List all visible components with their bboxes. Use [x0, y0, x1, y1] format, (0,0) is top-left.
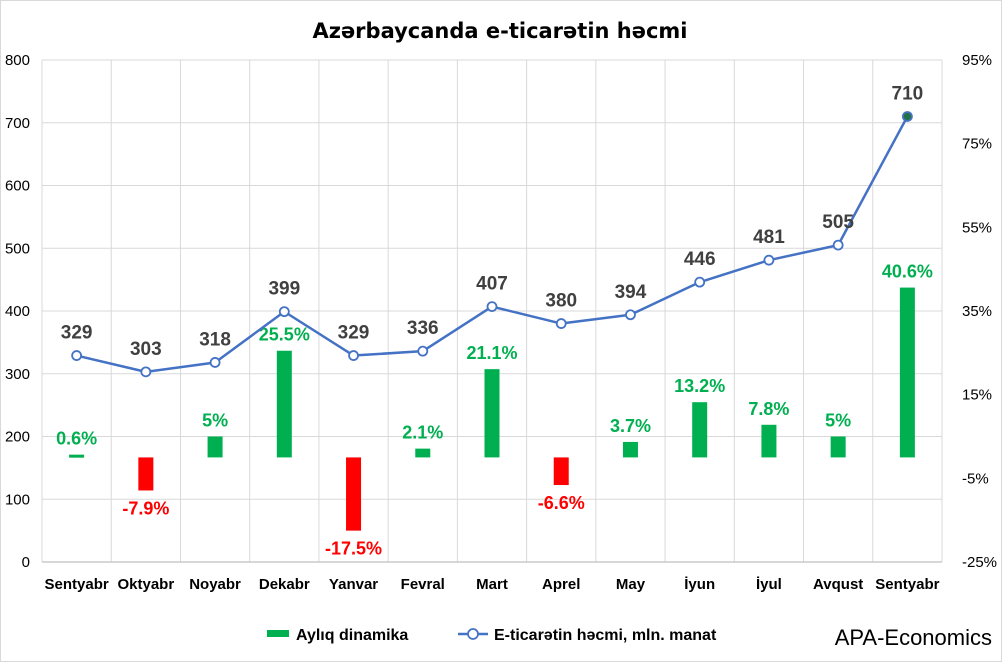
bar	[692, 402, 708, 458]
bar	[415, 448, 431, 458]
legend-line-label: E-ticarətin həcmi, mln. manat	[494, 627, 717, 644]
left-axis-ticks: 0 100 200 300 400 500 600 700 800	[5, 52, 30, 571]
bar-data-label: -17.5%	[325, 539, 382, 559]
category-label: Sentyabr	[875, 576, 939, 593]
bar-data-label: -7.9%	[122, 498, 169, 518]
bar	[622, 441, 638, 458]
bar	[138, 457, 154, 491]
bar-data-label: -6.6%	[538, 493, 585, 513]
left-tick-label: 0	[22, 554, 30, 571]
line-series: 329 303 318 399 329 336 407 380 394 446 481 505 710	[61, 83, 924, 378]
left-tick-label: 700	[5, 115, 30, 132]
right-tick-label: 75%	[962, 136, 992, 153]
category-label: Mart	[476, 576, 508, 593]
category-label: Avqust	[813, 576, 863, 593]
legend-bar-label: Aylıq dinamika	[296, 627, 408, 644]
line-data-label: 394	[615, 282, 647, 303]
right-tick-label: -5%	[962, 470, 989, 487]
legend-line-marker	[467, 628, 479, 640]
line-point	[763, 254, 775, 266]
bar-data-label: 25.5%	[259, 325, 310, 345]
line-point	[140, 366, 152, 378]
bar	[276, 350, 292, 458]
line-data-label: 710	[892, 83, 924, 104]
category-label: Noyabr	[189, 576, 241, 593]
bar	[484, 369, 500, 458]
line-data-label: 399	[268, 279, 300, 300]
bar-data-label: 21.1%	[466, 343, 517, 363]
right-tick-label: 35%	[962, 303, 992, 320]
left-tick-label: 400	[5, 303, 30, 320]
bar	[830, 436, 846, 458]
line-point	[694, 276, 706, 288]
line-point	[71, 350, 83, 361]
line-point	[555, 318, 567, 329]
left-tick-label: 100	[5, 491, 30, 508]
left-tick-label: 500	[5, 240, 30, 257]
left-tick-label: 600	[5, 178, 30, 195]
line-point	[209, 357, 221, 368]
bar	[207, 436, 223, 458]
bar-data-label: 13.2%	[674, 376, 725, 396]
bar-data-label: 5%	[202, 411, 228, 431]
right-tick-label: 95%	[962, 52, 992, 69]
line-data-label: 336	[407, 318, 439, 339]
bar-data-label: 0.6%	[56, 428, 97, 448]
line-data-label: 481	[753, 227, 785, 248]
line-data-label: 446	[684, 249, 716, 270]
line-point	[417, 345, 429, 357]
bar-series: 0.6% -7.9% 5% 25.5% -17.5% 2.1% 21.1% -6.6% 3.7%…	[56, 262, 933, 559]
line-data-label: 329	[61, 323, 93, 344]
left-tick-label: 200	[5, 429, 30, 446]
category-labels: Sentyabr Oktyabr Noyabr Dekabr Yanvar Fevral M…	[45, 576, 940, 593]
category-label: Oktyabr	[117, 576, 174, 593]
bar-data-label: 5%	[825, 411, 851, 431]
line-data-label: 380	[545, 291, 577, 312]
right-tick-label: 55%	[962, 219, 992, 236]
right-axis-ticks: -25% -5% 15% 35% 55% 75% 95%	[962, 52, 997, 571]
bar	[899, 287, 915, 458]
line-point	[832, 239, 844, 251]
bar	[761, 424, 777, 458]
category-label: Fevral	[401, 576, 445, 593]
right-tick-label: 15%	[962, 387, 992, 404]
category-label: May	[616, 576, 646, 593]
gridlines	[41, 59, 943, 563]
line-data-label: 505	[822, 212, 854, 233]
bar	[346, 457, 362, 531]
line-data-label: 303	[130, 339, 162, 360]
line-data-label: 407	[476, 274, 508, 295]
line-point	[625, 309, 636, 321]
category-label: İyun	[684, 576, 715, 593]
category-label: Dekabr	[259, 576, 310, 593]
left-tick-label: 300	[5, 366, 30, 383]
line-point	[901, 111, 913, 122]
category-label: Aprel	[542, 576, 580, 593]
bar-data-label: 40.6%	[882, 262, 933, 282]
chart-title: Azərbaycanda e-ticarətin həcmi	[312, 19, 687, 43]
legend: Aylıq dinamika E-ticarətin həcmi, mln. m…	[267, 627, 717, 644]
line-data-label: 318	[199, 329, 231, 350]
line-point	[278, 306, 290, 318]
right-tick-label: -25%	[962, 554, 997, 571]
category-label: Yanvar	[329, 576, 378, 593]
watermark-text: APA-Economics	[835, 625, 992, 650]
bar-data-label: 7.8%	[748, 399, 789, 419]
bar-data-label: 3.7%	[610, 416, 651, 436]
line-data-label: 329	[338, 323, 370, 344]
category-label: Sentyabr	[45, 576, 109, 593]
bar	[553, 457, 569, 486]
category-label: İyul	[756, 576, 782, 593]
line-point	[486, 301, 498, 313]
left-tick-label: 800	[5, 52, 30, 69]
line-point	[348, 350, 359, 361]
bar-data-label: 2.1%	[402, 423, 443, 443]
legend-bar-swatch	[267, 630, 289, 637]
bar	[69, 454, 85, 458]
